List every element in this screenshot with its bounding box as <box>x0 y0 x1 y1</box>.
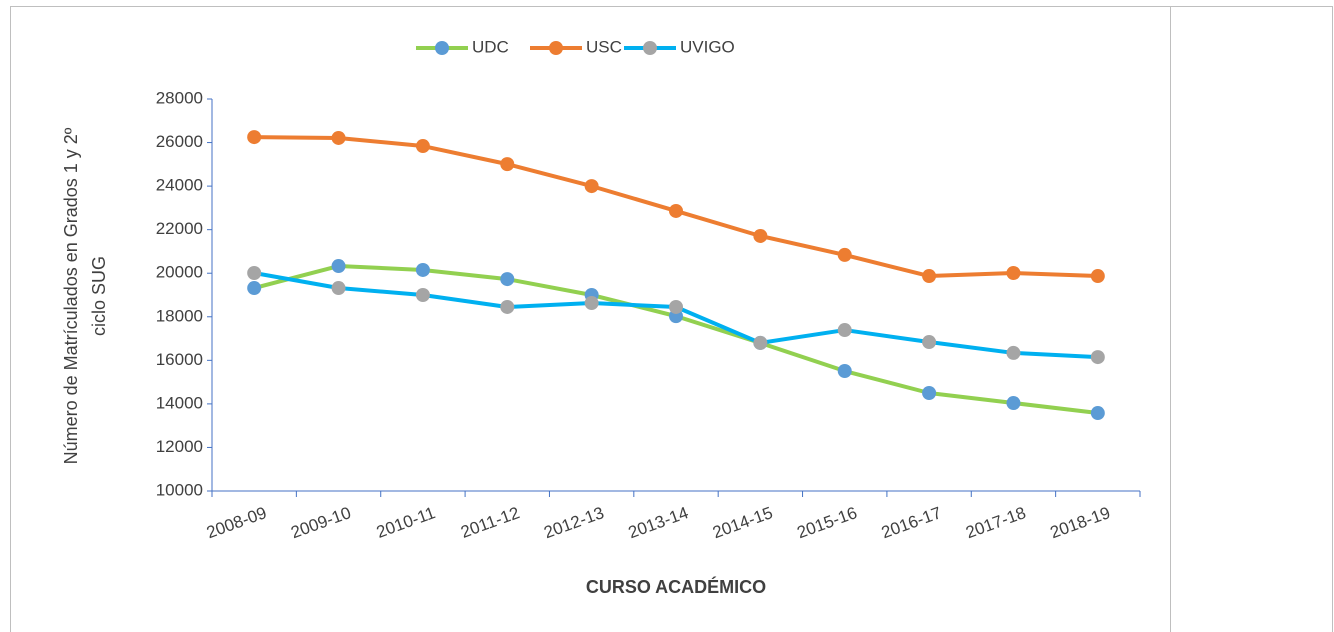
y-tick-label: 18000 <box>156 306 203 325</box>
data-point <box>331 259 346 274</box>
legend-marker <box>549 41 563 55</box>
data-point <box>837 364 852 379</box>
data-point <box>922 386 937 400</box>
legend-label: USC <box>586 37 622 56</box>
data-point <box>500 157 515 172</box>
y-tick-label: 16000 <box>156 350 203 369</box>
y-tick-label: 22000 <box>156 219 203 238</box>
y-tick-label: 10000 <box>156 480 203 499</box>
legend-label: UVIGO <box>680 37 735 56</box>
data-point <box>1006 266 1021 281</box>
data-point <box>500 272 515 287</box>
data-point <box>500 299 515 314</box>
data-point <box>753 228 768 243</box>
data-point <box>1006 345 1021 360</box>
legend-marker <box>643 41 657 55</box>
y-tick-label: 12000 <box>156 437 203 456</box>
data-point <box>1090 350 1105 365</box>
y-axis-title: Número de Matrículados en Grados 1 y 2º <box>61 127 81 464</box>
data-point <box>247 130 262 145</box>
data-point <box>1090 269 1105 284</box>
y-tick-label: 28000 <box>156 88 203 107</box>
data-point <box>669 299 683 314</box>
y-tick-label: 26000 <box>156 132 203 151</box>
data-point <box>669 203 683 218</box>
y-axis-title: ciclo SUG <box>89 256 109 336</box>
data-point <box>415 139 430 154</box>
data-point <box>331 281 346 296</box>
legend-marker <box>435 41 449 55</box>
x-axis-title: CURSO ACADÉMICO <box>586 576 766 597</box>
data-point <box>584 296 599 311</box>
data-point <box>753 335 768 350</box>
y-tick-label: 20000 <box>156 263 203 282</box>
data-point <box>247 266 262 281</box>
data-point <box>1006 396 1021 411</box>
data-point <box>837 323 852 338</box>
data-point <box>331 130 346 145</box>
data-point <box>837 247 852 262</box>
y-tick-label: 14000 <box>156 393 203 412</box>
data-point <box>415 288 430 302</box>
data-point <box>415 262 430 277</box>
data-point <box>584 179 599 194</box>
data-point <box>922 335 937 350</box>
data-point <box>922 269 937 284</box>
y-tick-label: 24000 <box>156 176 203 195</box>
data-point <box>1090 406 1105 421</box>
legend-label: UDC <box>472 37 509 56</box>
data-point <box>247 281 262 296</box>
